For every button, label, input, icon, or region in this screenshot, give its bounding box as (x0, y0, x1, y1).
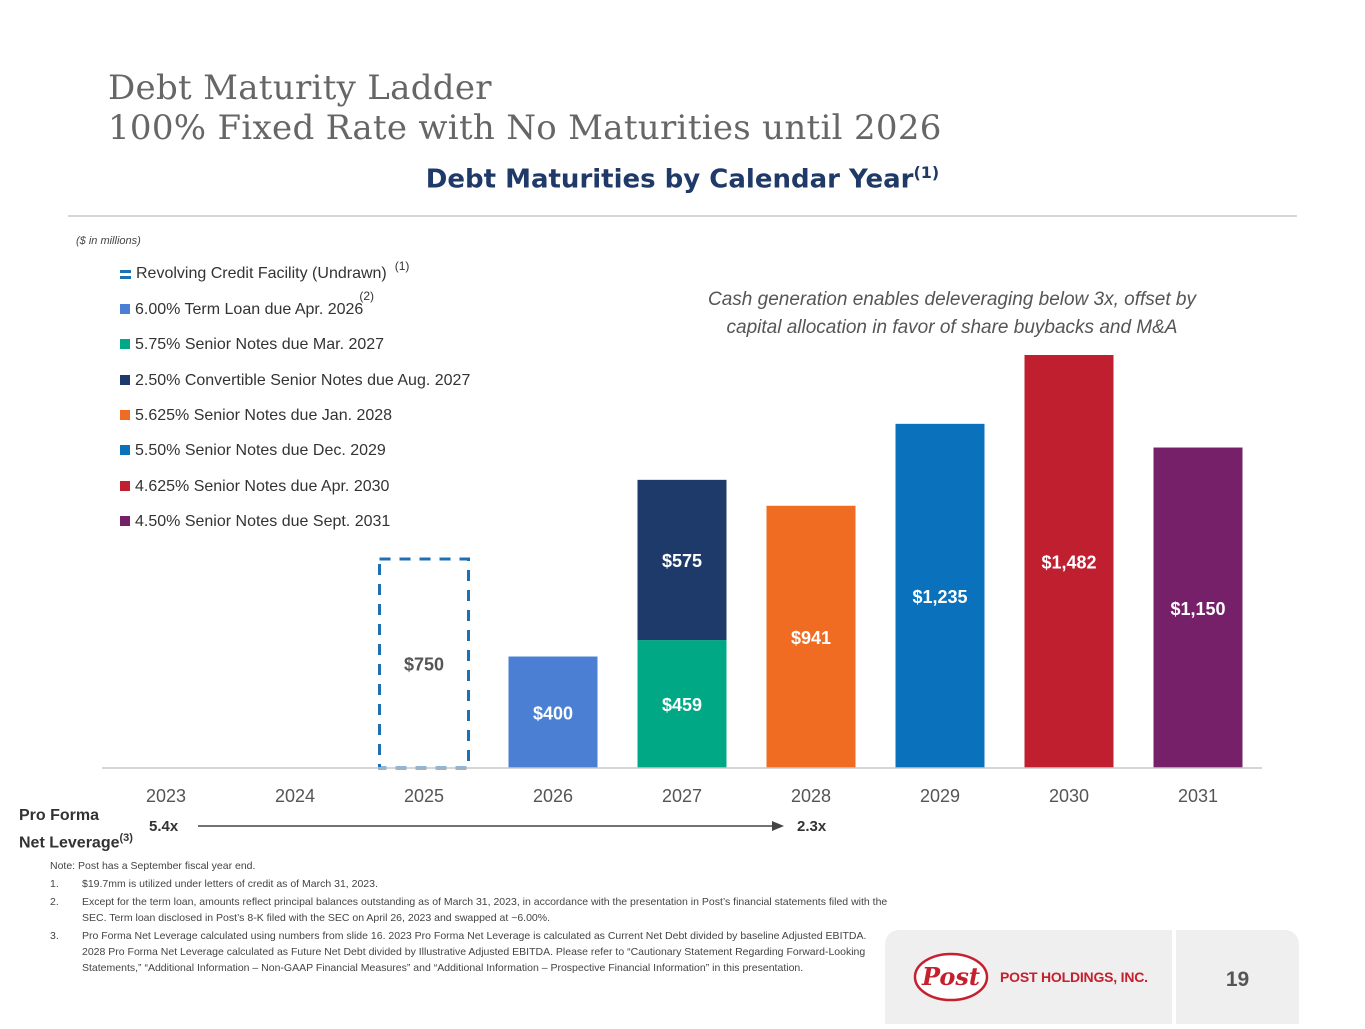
legend-footnote: (2) (359, 289, 374, 303)
title-divider (68, 215, 1297, 217)
legend-label: 4.50% Senior Notes due Sept. 2031 (135, 513, 391, 530)
footnotes: Note: Post has a September fiscal year e… (50, 858, 890, 978)
bar-segment (1024, 355, 1114, 768)
leverage-label: Pro Forma Net Leverage(3) (19, 805, 133, 854)
legend-swatch (120, 304, 130, 314)
bar-data-label: $1,235 (912, 587, 967, 607)
x-tick-label: 2031 (1178, 786, 1218, 806)
footnote-text: Except for the term loan, amounts reflec… (82, 896, 888, 924)
leverage-label-line2: Net Leverage (19, 834, 120, 852)
legend-item-notes-2028: 5.625% Senior Notes due Jan. 2028 (120, 407, 392, 425)
legend-swatch (120, 410, 130, 420)
legend-label: 5.625% Senior Notes due Jan. 2028 (135, 407, 393, 424)
bar-data-label: $1,482 (1041, 553, 1096, 573)
legend-item-notes-2027: 5.75% Senior Notes due Mar. 2027 (120, 336, 384, 354)
x-tick-label: 2030 (1049, 786, 1089, 806)
legend-label: 6.00% Term Loan due Apr. 2026 (135, 301, 364, 318)
footnote-text: $19.7mm is utilized under letters of cre… (82, 878, 378, 890)
x-tick-label: 2025 (404, 786, 444, 806)
callout-line: Cash generation enables deleveraging bel… (708, 289, 1196, 310)
bar-data-label: $459 (662, 695, 702, 715)
legend-label: 2.50% Convertible Senior Notes due Aug. … (135, 372, 471, 389)
footnote-1: 1. $19.7mm is utilized under letters of c… (50, 876, 890, 892)
legend-item-term-loan: 6.00% Term Loan due Apr. 2026(2) (120, 289, 374, 319)
x-tick-label: 2023 (146, 786, 186, 806)
footnote-number: 1. (50, 878, 59, 890)
legend-label: 5.75% Senior Notes due Mar. 2027 (135, 336, 385, 353)
legend-footnote: (1) (394, 259, 410, 273)
page-number: 19 (1225, 968, 1250, 991)
company-name: POST HOLDINGS, INC. (1000, 969, 1148, 985)
leverage-label-line1: Pro Forma (19, 807, 100, 824)
units-label: ($ in millions) (76, 235, 141, 247)
bar-segment (766, 505, 856, 768)
leverage-label-footnote: (3) (119, 832, 133, 844)
legend-swatch (120, 339, 130, 349)
legend-swatch-dashed (120, 270, 131, 279)
chart-title-footnote: (1) (913, 163, 940, 182)
x-tick-label: 2024 (275, 786, 315, 806)
bar-data-label: $941 (791, 628, 831, 648)
bar-data-label: $750 (404, 654, 444, 674)
footnote-2: 2. Except for the term loan, amounts refl… (50, 894, 890, 926)
slide-subtitle: 100% Fixed Rate with No Maturities until… (108, 108, 942, 148)
footnote-number: 3. (50, 930, 59, 942)
logo-wordmark: Post (921, 962, 980, 991)
legend-swatch (120, 516, 130, 526)
bar-data-label: $575 (662, 551, 702, 571)
footer-logo-panel: Post (885, 930, 1172, 1024)
x-tick-label: 2028 (791, 786, 831, 806)
legend-item-notes-2031: 4.50% Senior Notes due Sept. 2031 (120, 513, 390, 531)
legend-item-revolver: Revolving Credit Facility (Undrawn) (1) (120, 259, 409, 283)
legend-label: Revolving Credit Facility (Undrawn) (136, 265, 387, 282)
footnote-number: 2. (50, 896, 59, 908)
callout-line: capital allocation in favor of share buy… (726, 317, 1178, 338)
bar-segment (508, 656, 598, 768)
leverage-arrow-head (772, 821, 784, 831)
chart-title-text: Debt Maturities by Calendar Year (425, 164, 914, 195)
footnote-3: 3. Pro Forma Net Leverage calculated usin… (50, 928, 890, 976)
footnote-text: Pro Forma Net Leverage calculated using … (82, 930, 867, 974)
callout-text: Cash generation enables deleveraging bel… (672, 286, 1232, 342)
legend-swatch (120, 481, 130, 491)
slide-title: Debt Maturity Ladder (108, 68, 492, 108)
x-tick-label: 2029 (920, 786, 960, 806)
leverage-start-value: 5.4x (149, 818, 179, 835)
legend-item-convertible-2027: 2.50% Convertible Senior Notes due Aug. … (120, 372, 470, 390)
x-tick-label: 2026 (533, 786, 573, 806)
legend-label: 5.50% Senior Notes due Dec. 2029 (135, 442, 386, 459)
legend-swatch (120, 375, 130, 385)
legend-item-notes-2029: 5.50% Senior Notes due Dec. 2029 (120, 442, 386, 460)
bar-data-label: $1,150 (1170, 599, 1225, 619)
bar-segment (637, 640, 727, 768)
legend-swatch (120, 445, 130, 455)
bar-segment (637, 479, 727, 641)
x-tick-label: 2027 (662, 786, 702, 806)
bar-segment (895, 423, 985, 768)
bar-segment (1153, 447, 1243, 768)
chart-title: Debt Maturities by Calendar Year(1) (0, 163, 1365, 195)
footer-page-panel (1176, 930, 1299, 1024)
legend-label: 4.625% Senior Notes due Apr. 2030 (135, 478, 390, 495)
footnote-note: Note: Post has a September fiscal year e… (50, 860, 256, 872)
post-logo: Post (913, 952, 989, 1002)
bar-data-label: $400 (533, 703, 573, 723)
leverage-end-value: 2.3x (797, 818, 827, 835)
legend-item-notes-2030: 4.625% Senior Notes due Apr. 2030 (120, 478, 389, 496)
